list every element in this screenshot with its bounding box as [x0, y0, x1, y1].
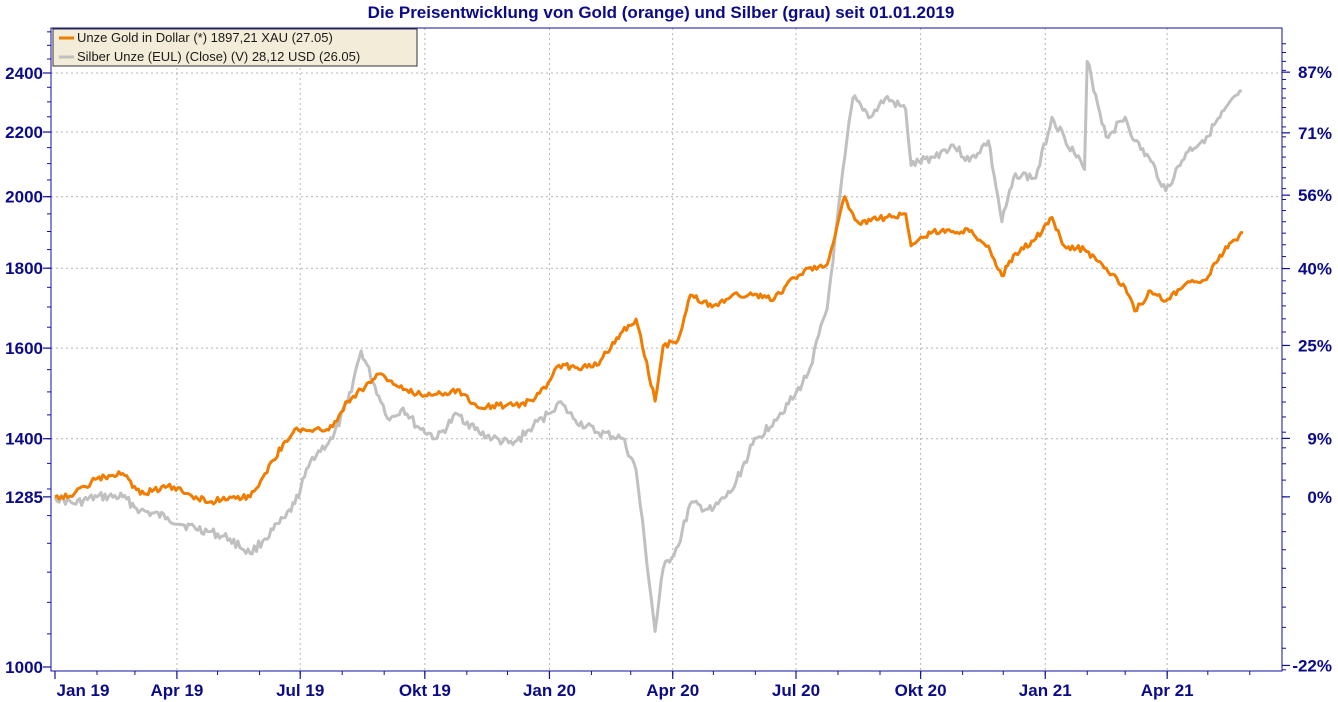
- plot-frame: [50, 27, 1283, 672]
- x-tick-label: Jan 19: [57, 681, 110, 700]
- x-tick-label: Jan 21: [1019, 681, 1072, 700]
- x-tick-label: Okt 19: [399, 681, 451, 700]
- x-tick-label: Jul 19: [276, 681, 324, 700]
- series-line-gold: [54, 195, 1243, 506]
- series-layer: [53, 59, 1243, 633]
- y-tick-label: 1400: [5, 430, 43, 449]
- y-tick-label: 1600: [5, 339, 43, 358]
- series-line-silver: [53, 59, 1243, 633]
- legend-box: [52, 28, 418, 67]
- x-tick-label: Okt 20: [895, 681, 947, 700]
- y-right-tick-label: 56%: [1298, 186, 1332, 205]
- y-right-tick-label: -22%: [1292, 656, 1332, 675]
- y-right-tick-label: 40%: [1298, 260, 1332, 279]
- y-tick-label: 1800: [5, 259, 43, 278]
- legend: Unze Gold in Dollar (*) 1897,21 XAU (27.…: [52, 28, 418, 67]
- y-right-tick-label: 71%: [1298, 124, 1332, 143]
- legend-label-gold: Unze Gold in Dollar (*) 1897,21 XAU (27.…: [77, 30, 333, 45]
- y-tick-label: 2000: [5, 188, 43, 207]
- y-tick-label: 2200: [5, 123, 43, 142]
- y-right-tick-label: 25%: [1298, 336, 1332, 355]
- x-tick-label: Apr 21: [1141, 681, 1194, 700]
- x-tick-label: Apr 19: [150, 681, 203, 700]
- y-right-tick-label: 87%: [1298, 63, 1332, 82]
- x-tick-label: Jul 20: [772, 681, 820, 700]
- x-axis: Jan 19 Apr 19 Jul 19 Okt 19 Jan 20 Apr 20 Jul …: [54, 671, 1251, 700]
- y-right-tick-label: 9%: [1307, 429, 1332, 448]
- y-tick-label: 2400: [5, 64, 43, 83]
- x-tick-label: Jan 20: [523, 681, 576, 700]
- x-tick-label: Apr 20: [646, 681, 699, 700]
- y-tick-label: 1285: [5, 488, 43, 507]
- y-axis-left: 2400 2200 2000 1800 1600 1400 1285 1000: [5, 31, 51, 677]
- chart-title: Die Preisentwicklung von Gold (orange) u…: [368, 3, 955, 22]
- y-right-tick-label: 0%: [1307, 488, 1332, 507]
- legend-label-silver: Silber Unze (EUL) (Close) (V) 28,12 USD …: [77, 49, 360, 64]
- grid: [51, 28, 1282, 671]
- y-tick-label: 1000: [5, 658, 43, 677]
- y-axis-right: 87% 71% 56% 40% 25% 9% 0% -22%: [1282, 43, 1332, 675]
